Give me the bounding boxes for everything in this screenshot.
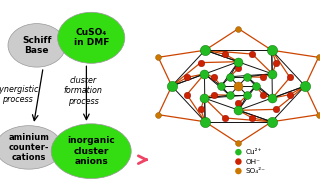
Text: cluster
formation
process: cluster formation process [64, 76, 103, 106]
Text: Schiff
Base: Schiff Base [22, 36, 52, 55]
Point [253, 84, 258, 88]
Point [222, 116, 227, 119]
Text: inorganic
cluster
anions: inorganic cluster anions [67, 136, 115, 166]
Point [244, 94, 250, 97]
Point [203, 49, 208, 52]
Point [227, 94, 232, 97]
Point [236, 67, 241, 70]
Point [227, 75, 232, 78]
Point [270, 72, 275, 75]
Point [156, 56, 161, 59]
Point [302, 84, 308, 88]
Point [260, 76, 265, 79]
Point [222, 53, 227, 56]
Point [236, 60, 241, 63]
Point [212, 76, 217, 79]
Point [236, 142, 241, 145]
Point [274, 108, 279, 111]
Point [169, 84, 174, 88]
Point [316, 113, 320, 116]
Point [212, 93, 217, 96]
Point [203, 120, 208, 123]
Point [202, 72, 207, 75]
Point [250, 116, 255, 119]
Point [202, 97, 207, 100]
Point [244, 75, 250, 78]
Text: CuSO₄
in DMF: CuSO₄ in DMF [74, 28, 109, 47]
Point [236, 27, 241, 30]
Text: OH⁻: OH⁻ [245, 159, 260, 165]
Ellipse shape [51, 124, 131, 179]
Text: aminium
counter-
cations: aminium counter- cations [8, 132, 49, 162]
Point [236, 109, 241, 112]
Ellipse shape [58, 12, 125, 63]
Point [260, 93, 265, 96]
Text: Cu²⁺: Cu²⁺ [245, 149, 262, 155]
Point [274, 61, 279, 64]
Point [269, 49, 274, 52]
Point [287, 76, 292, 79]
Point [184, 93, 189, 96]
Point [236, 151, 241, 154]
Point [269, 120, 274, 123]
Ellipse shape [8, 24, 66, 67]
Point [236, 160, 241, 163]
Point [156, 113, 161, 116]
Point [236, 102, 241, 105]
Point [250, 53, 255, 56]
Point [219, 84, 224, 88]
Point [198, 108, 203, 111]
Point [198, 61, 203, 64]
Point [236, 84, 241, 88]
Point [270, 97, 275, 100]
Point [287, 93, 292, 96]
Ellipse shape [0, 126, 62, 169]
Text: SO₄²⁻: SO₄²⁻ [245, 168, 266, 174]
Point [316, 56, 320, 59]
Point [184, 76, 189, 79]
Text: synergistic
process: synergistic process [0, 85, 39, 104]
Point [236, 170, 241, 173]
